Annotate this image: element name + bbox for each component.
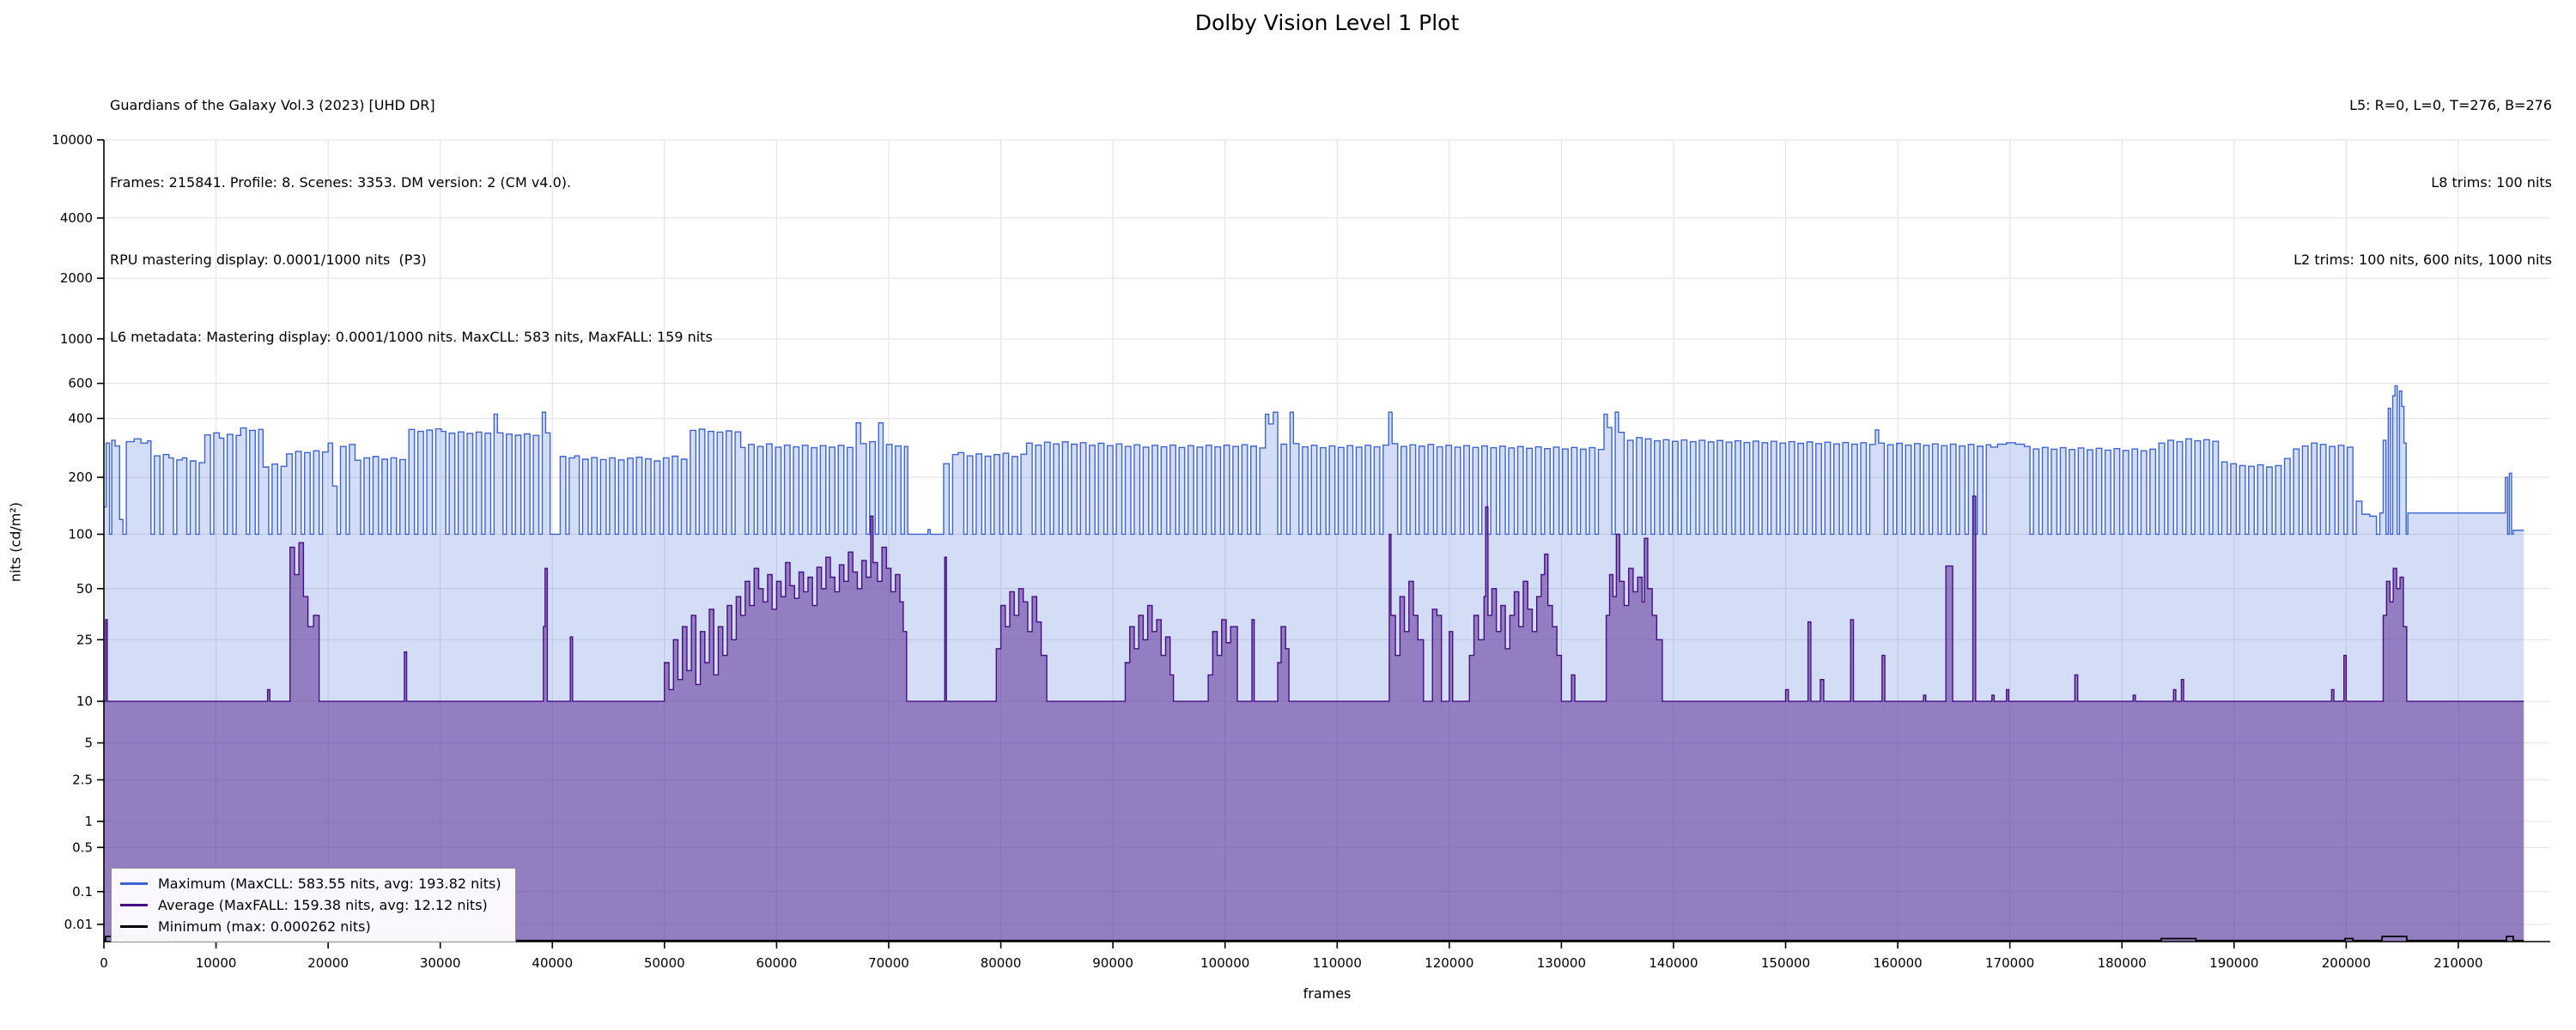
svg-text:110000: 110000 (1313, 955, 1362, 971)
svg-text:0: 0 (100, 955, 108, 971)
svg-text:400: 400 (68, 410, 93, 426)
svg-text:40000: 40000 (532, 955, 573, 971)
svg-text:50000: 50000 (644, 955, 685, 971)
svg-text:5: 5 (84, 736, 93, 751)
legend-label-maximum: Maximum (MaxCLL: 583.55 nits, avg: 193.8… (158, 876, 501, 892)
svg-text:0.01: 0.01 (64, 917, 93, 932)
svg-text:160000: 160000 (1873, 955, 1922, 971)
x-tick-labels: 0 10000 20000 30000 40000 50000 60000 70000 8000… (100, 955, 2482, 971)
svg-text:0.1: 0.1 (72, 884, 93, 900)
svg-text:4000: 4000 (60, 210, 93, 226)
metadata-info-left: Guardians of the Galaxy Vol.3 (2023) [UH… (110, 41, 713, 376)
legend-item-minimum: Minimum (max: 0.000262 nits) (120, 916, 501, 937)
svg-text:10000: 10000 (52, 132, 93, 148)
l5-line: L5: R=0, L=0, T=276, B=276 (2349, 97, 2552, 113)
svg-text:2000: 2000 (60, 270, 93, 286)
average-line-swatch (120, 904, 148, 906)
legend-label-average: Average (MaxFALL: 159.38 nits, avg: 12.1… (158, 897, 488, 913)
legend-label-minimum: Minimum (max: 0.000262 nits) (158, 918, 371, 935)
y-axis-label: nits (cd/m²) (7, 501, 24, 583)
svg-text:80000: 80000 (981, 955, 1022, 971)
svg-text:70000: 70000 (868, 955, 909, 971)
svg-text:25: 25 (76, 632, 93, 647)
svg-text:200000: 200000 (2322, 955, 2371, 971)
svg-text:120000: 120000 (1425, 955, 1473, 971)
svg-text:170000: 170000 (1985, 955, 2034, 971)
frames-profile-line: Frames: 215841. Profile: 8. Scenes: 3353… (110, 174, 572, 191)
page-title: Dolby Vision Level 1 Plot (1194, 10, 1460, 35)
svg-text:100000: 100000 (1200, 955, 1249, 971)
minimum-line-swatch (120, 925, 148, 928)
svg-text:0.5: 0.5 (72, 839, 93, 855)
legend-item-maximum: Maximum (MaxCLL: 583.55 nits, avg: 193.8… (120, 873, 501, 894)
svg-text:1: 1 (84, 814, 93, 829)
svg-text:2.5: 2.5 (72, 772, 93, 788)
svg-text:200: 200 (68, 470, 93, 485)
svg-text:150000: 150000 (1761, 955, 1810, 971)
maximum-line-swatch (120, 882, 148, 885)
l6-metadata-line: L6 metadata: Mastering display: 0.0001/1… (110, 329, 713, 345)
l2-trims-line: L2 trims: 100 nits, 600 nits, 1000 nits (2293, 251, 2552, 268)
legend-item-average: Average (MaxFALL: 159.38 nits, avg: 12.1… (120, 894, 501, 916)
svg-text:1000: 1000 (60, 331, 93, 347)
svg-text:50: 50 (76, 581, 93, 597)
svg-text:180000: 180000 (2098, 955, 2147, 971)
maximum-area-fill (104, 385, 2524, 942)
y-tick-labels: 10000 4000 2000 1000 600 400 200 100 50 25 10 5 2.5 1… (52, 132, 93, 932)
svg-text:90000: 90000 (1092, 955, 1133, 971)
rpu-mastering-line: RPU mastering display: 0.0001/1000 nits … (110, 251, 427, 268)
svg-text:30000: 30000 (420, 955, 461, 971)
legend-box: Maximum (MaxCLL: 583.55 nits, avg: 193.8… (111, 868, 516, 942)
svg-text:20000: 20000 (307, 955, 349, 971)
svg-text:140000: 140000 (1649, 955, 1698, 971)
svg-text:190000: 190000 (2209, 955, 2258, 971)
x-axis-label: frames (1303, 985, 1352, 1002)
svg-text:130000: 130000 (1537, 955, 1586, 971)
maximum-line (104, 385, 2524, 536)
average-area-fill (104, 496, 2524, 942)
svg-text:600: 600 (68, 376, 93, 391)
metadata-info-right: L5: R=0, L=0, T=276, B=276 L8 trims: 100… (2293, 41, 2552, 299)
svg-text:10000: 10000 (196, 955, 237, 971)
svg-text:100: 100 (68, 526, 93, 542)
svg-text:210000: 210000 (2433, 955, 2482, 971)
average-line (104, 495, 2524, 702)
svg-text:60000: 60000 (756, 955, 798, 971)
content-title-line: Guardians of the Galaxy Vol.3 (2023) [UH… (110, 97, 435, 113)
gridlines (103, 139, 2550, 942)
l8-trims-line: L8 trims: 100 nits (2431, 174, 2552, 191)
svg-text:10: 10 (76, 694, 93, 709)
